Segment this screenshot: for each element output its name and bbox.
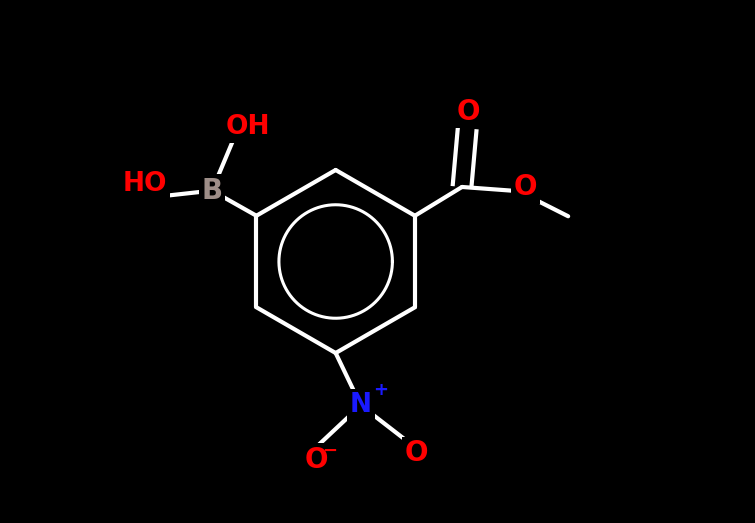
Text: OH: OH bbox=[225, 114, 270, 140]
Text: −: − bbox=[322, 442, 337, 460]
Text: N: N bbox=[350, 392, 371, 418]
Text: O: O bbox=[405, 439, 428, 468]
Text: O: O bbox=[305, 446, 328, 474]
Text: O: O bbox=[514, 173, 538, 201]
Text: HO: HO bbox=[123, 172, 168, 197]
Text: B: B bbox=[202, 177, 223, 204]
Text: +: + bbox=[373, 381, 388, 399]
Text: O: O bbox=[457, 98, 480, 126]
